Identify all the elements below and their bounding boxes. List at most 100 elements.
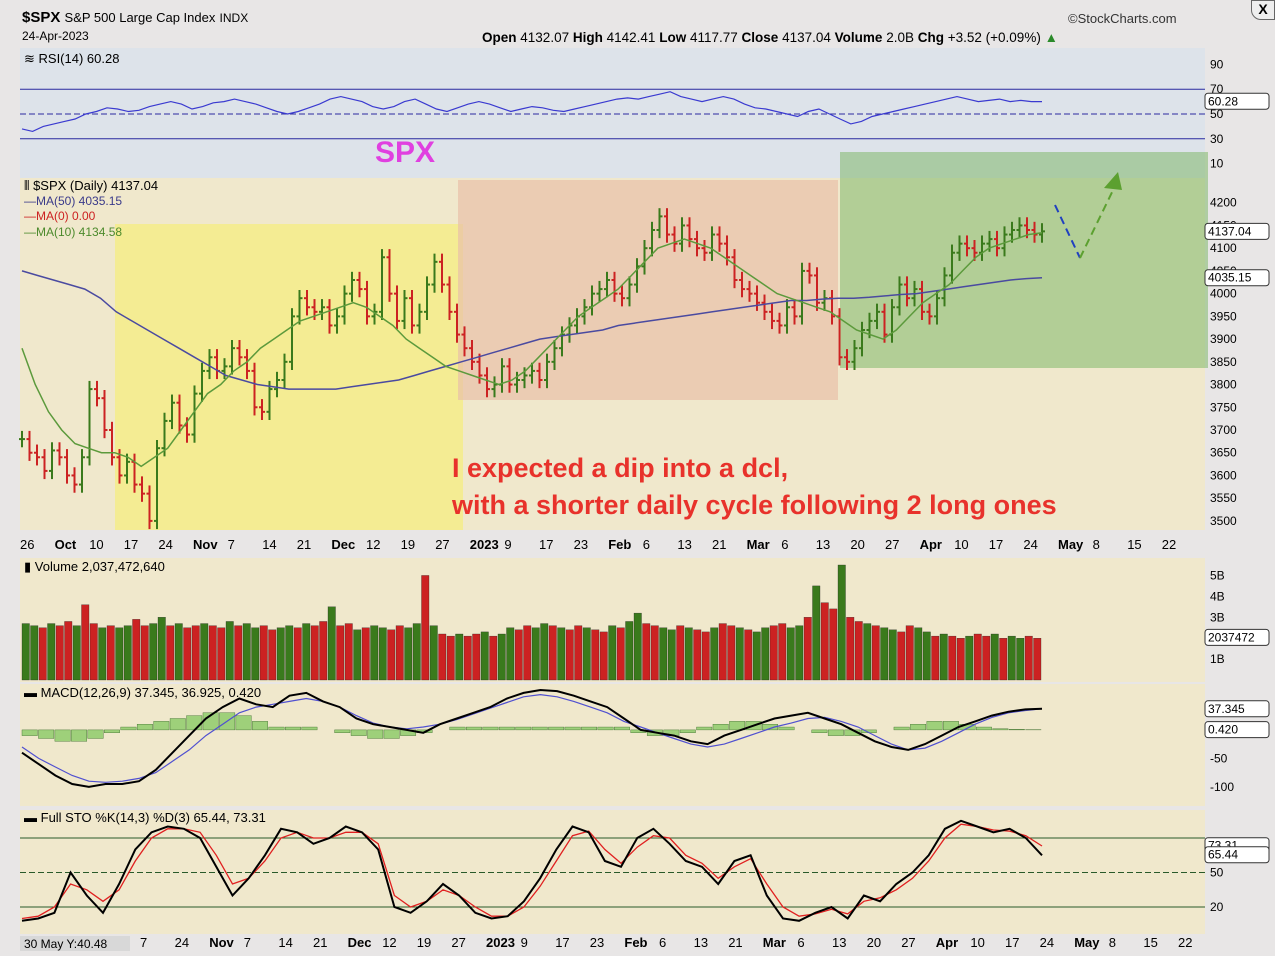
volume-bar <box>22 624 30 680</box>
macd-histogram-bar <box>779 727 794 730</box>
top-axis-date-label: Mar <box>747 537 770 552</box>
volume-bar <box>158 617 166 680</box>
volume-bar <box>889 630 897 680</box>
rsi-title: ≋ RSI(14) 60.28 <box>24 51 119 66</box>
bottom-axis-date-label: 2023 <box>486 935 515 950</box>
volume-bar <box>1017 638 1025 680</box>
macd-histogram-bar <box>137 724 152 730</box>
price-title: ⫴ $SPX (Daily) 4137.04 <box>24 178 158 193</box>
macd-histogram-bar <box>285 727 300 730</box>
volume-bar <box>303 624 311 680</box>
volume-bar <box>320 621 328 680</box>
volume-bar <box>847 617 855 680</box>
up-arrow-icon: ▲ <box>1045 30 1058 45</box>
volume-bar <box>328 607 336 680</box>
volume-bar <box>311 626 319 680</box>
top-axis-date-label: 17 <box>989 537 1003 552</box>
macd-histogram-bar <box>483 727 498 730</box>
price-tick-label: 4200 <box>1210 196 1237 210</box>
top-axis-date-label: 6 <box>643 537 650 552</box>
volume-bar <box>396 626 404 680</box>
bottom-axis-date-label: Apr <box>936 935 958 950</box>
top-axis-date-label: 22 <box>1162 537 1176 552</box>
volume-bar <box>473 634 481 680</box>
price-tick-label: 3750 <box>1210 400 1237 414</box>
volume-bar <box>626 621 634 680</box>
volume-bar <box>371 626 379 680</box>
volume-bar <box>48 624 56 680</box>
top-axis-date-label: 21 <box>297 537 311 552</box>
bottom-axis-date-label: 27 <box>901 935 915 950</box>
volume-bar <box>507 628 515 680</box>
macd-histogram-bar <box>828 730 843 736</box>
macd-histogram-bar <box>581 727 596 730</box>
macd-histogram-bar <box>187 716 202 730</box>
volume-bar <box>99 628 107 680</box>
volume-bar <box>269 630 277 680</box>
volume-bar <box>787 628 795 680</box>
volume-bar <box>796 626 804 680</box>
legend-ma50: —MA(50) 4035.15 <box>24 194 122 208</box>
bottom-axis-date-label: 21 <box>728 935 742 950</box>
macd-histogram-bar <box>252 721 267 730</box>
macd-histogram-bar <box>927 721 942 730</box>
macd-tick-label: -50 <box>1210 751 1228 765</box>
rsi-tick-label: 30 <box>1210 132 1224 146</box>
top-axis-date-label: 10 <box>89 537 103 552</box>
volume-bar <box>362 628 370 680</box>
macd-histogram-bar <box>499 727 514 730</box>
close-icon[interactable]: X <box>1251 0 1275 20</box>
volume-bar <box>643 624 651 680</box>
top-axis-date-label: 26 <box>20 537 34 552</box>
macd-panel-bg <box>20 684 1205 806</box>
volume-bar <box>745 630 753 680</box>
price-tick-label: 3600 <box>1210 468 1237 482</box>
brand-link[interactable]: ©StockCharts.com <box>1068 11 1177 26</box>
top-axis-date-label: 12 <box>366 537 380 552</box>
bottom-axis-date-label: 14 <box>278 935 292 950</box>
quote-low: 4117.77 <box>690 30 738 45</box>
top-axis-date-label: 9 <box>504 537 511 552</box>
price-tick-label: 3900 <box>1210 332 1237 346</box>
volume-bar <box>133 619 141 680</box>
legend-ma10: —MA(10) 4134.58 <box>24 225 122 239</box>
volume-bar <box>685 628 693 680</box>
volume-bar <box>558 628 566 680</box>
volume-tick-label: 1B <box>1210 652 1225 666</box>
macd-histogram-bar <box>565 727 580 730</box>
macd-histogram-bar <box>121 727 136 730</box>
macd-histogram-bar <box>910 724 925 730</box>
quote-volume: 2.0B <box>886 30 914 45</box>
volume-bar <box>966 636 974 680</box>
price-tick-label: 3700 <box>1210 423 1237 437</box>
volume-bar <box>694 630 702 680</box>
volume-bar <box>957 638 965 680</box>
macd-histogram-bar <box>170 719 185 730</box>
bottom-axis-date-label: 24 <box>1040 935 1054 950</box>
volume-bar <box>464 636 472 680</box>
bottom-axis-date-label: 10 <box>970 935 984 950</box>
volume-bar <box>762 628 770 680</box>
volume-bar <box>439 634 447 680</box>
volume-bar <box>82 605 90 680</box>
top-axis-date-label: 21 <box>712 537 726 552</box>
price-tick-label: 4000 <box>1210 287 1237 301</box>
volume-bar <box>583 628 591 680</box>
volume-bar <box>702 632 710 680</box>
macd-histogram-bar <box>71 730 86 741</box>
bottom-axis-date-label: 17 <box>1005 935 1019 950</box>
bottom-axis-date-label: Nov <box>209 935 234 950</box>
volume-bar <box>1034 638 1042 680</box>
volume-bar <box>779 624 787 680</box>
top-axis-date-label: 14 <box>262 537 276 552</box>
quote-close: 4137.04 <box>782 30 831 45</box>
volume-bar <box>337 626 345 680</box>
volume-bar <box>201 624 209 680</box>
macd-histogram-bar <box>516 727 531 730</box>
legend-ma0: —MA(0) 0.00 <box>24 209 96 223</box>
price-tick-label: 3500 <box>1210 514 1237 528</box>
volume-bar <box>983 636 991 680</box>
sto-tick-label: 50 <box>1210 866 1224 880</box>
volume-bar <box>405 628 413 680</box>
volume-bar <box>813 586 821 680</box>
